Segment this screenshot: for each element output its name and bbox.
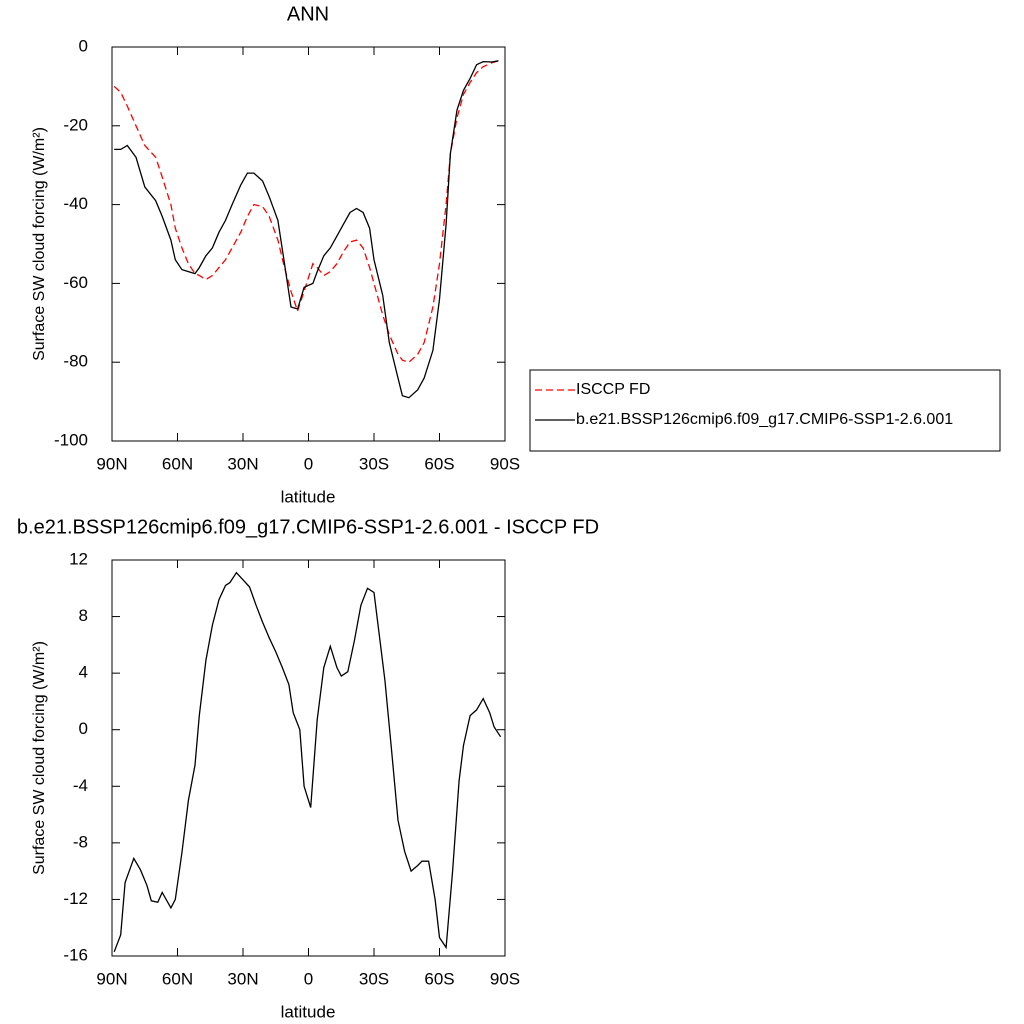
- x-tick-label: 90S: [490, 454, 520, 473]
- y-tick-label: -60: [63, 273, 88, 292]
- data-line: [114, 60, 499, 399]
- y-tick-label: 4: [79, 663, 88, 682]
- x-tick-label: 30N: [227, 969, 258, 988]
- y-tick-label: 0: [79, 719, 88, 738]
- y-axis-label: Surface SW cloud forcing (W/m²): [31, 641, 48, 875]
- x-tick-label: 30S: [359, 454, 389, 473]
- y-tick-label: 12: [69, 549, 88, 568]
- plot-frame: [111, 46, 506, 442]
- plot-frame: [111, 559, 506, 957]
- y-tick-label: -16: [63, 945, 88, 964]
- x-tick-label: 60S: [424, 454, 454, 473]
- y-tick-label: -12: [63, 889, 88, 908]
- chart-title: ANN: [287, 3, 329, 25]
- data-line: [113, 60, 499, 363]
- y-tick-label: 0: [79, 36, 88, 55]
- y-axis-label: Surface SW cloud forcing (W/m²): [31, 127, 48, 361]
- x-tick-label: 0: [304, 969, 313, 988]
- y-tick-label: -100: [54, 430, 88, 449]
- chart-title: b.e21.BSSP126cmip6.f09_g17.CMIP6-SSP1-2.…: [17, 516, 599, 538]
- x-tick-label: 90S: [490, 969, 520, 988]
- x-axis-label: latitude: [281, 487, 336, 506]
- x-axis-label: latitude: [281, 1002, 336, 1021]
- x-tick-label: 60N: [162, 969, 193, 988]
- data-line: [113, 571, 502, 953]
- x-tick-label: 60N: [162, 454, 193, 473]
- y-tick-label: 8: [79, 606, 88, 625]
- legend-label: b.e21.BSSP126cmip6.f09_g17.CMIP6-SSP1-2.…: [576, 411, 953, 428]
- x-tick-label: 90N: [96, 454, 127, 473]
- y-tick-label: -20: [63, 115, 88, 134]
- x-tick-label: 30S: [359, 969, 389, 988]
- y-tick-label: -40: [63, 194, 88, 213]
- x-tick-label: 90N: [96, 969, 127, 988]
- y-tick-label: -4: [73, 776, 88, 795]
- legend-label: ISCCP FD: [576, 381, 650, 398]
- y-tick-label: -80: [63, 352, 88, 371]
- legend-box: [529, 369, 1001, 452]
- x-tick-label: 60S: [424, 969, 454, 988]
- x-tick-label: 0: [304, 454, 313, 473]
- x-tick-label: 30N: [227, 454, 258, 473]
- y-tick-label: -8: [73, 832, 88, 851]
